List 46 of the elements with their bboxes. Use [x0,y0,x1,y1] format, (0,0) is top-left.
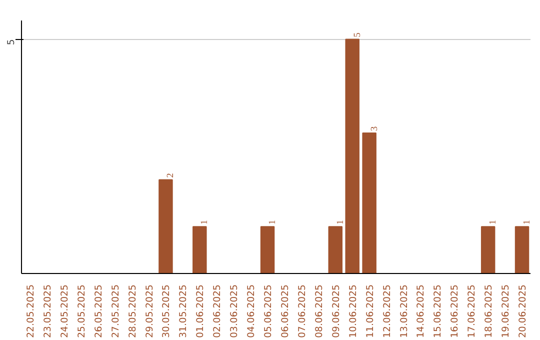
x-tick-label: 23.05.2025 [42,284,54,338]
x-tick-label: 03.06.2025 [229,284,240,338]
x-tick-label: 12.06.2025 [382,284,393,338]
bar [328,226,342,274]
x-tick-label: 20.06.2025 [518,284,529,338]
data-label: 3 [370,126,380,131]
data-label: 1 [336,220,346,225]
data-label: 1 [268,220,278,225]
x-tick-label: 25.05.2025 [76,284,88,338]
x-tick-label: 17.06.2025 [466,284,478,338]
x-tick-label: 01.06.2025 [195,284,206,338]
bar [158,179,173,274]
x-tick-label: 29.05.2025 [144,284,156,338]
x-tick-label: 14.06.2025 [416,284,427,338]
bar [514,226,530,274]
x-tick-label: 13.06.2025 [398,284,410,338]
x-tick-label: 30.05.2025 [161,284,172,338]
bar [192,226,207,274]
x-tick-label: 05.06.2025 [263,284,274,338]
x-tick-label: 22.05.2025 [25,284,36,338]
x-tick-label: 27.05.2025 [110,284,122,338]
data-label: 5 [352,32,363,38]
x-tick-label: 10.06.2025 [348,284,359,338]
data-label: 1 [200,220,210,225]
bar [345,38,360,274]
x-tick-label: 09.06.2025 [330,284,342,338]
data-label: 2 [166,172,176,178]
data-label: 1 [488,220,499,225]
x-tick-label: 18.06.2025 [484,284,495,338]
x-tick-label: 19.06.2025 [500,284,512,338]
data-label: 1 [522,220,533,225]
x-tick-label: 16.06.2025 [450,284,461,338]
x-tick-label: 24.05.2025 [59,284,70,338]
bar [480,226,496,274]
x-tick-label: 31.05.2025 [178,284,190,338]
x-tick-label: 11.06.2025 [364,284,376,338]
x-tick-label: 26.05.2025 [93,284,104,338]
x-tick-label: 04.06.2025 [246,284,258,338]
x-tick-label: 06.06.2025 [280,284,291,338]
x-tick-label: 15.06.2025 [432,284,444,338]
bar [362,132,376,274]
x-tick-label: 28.05.2025 [127,284,138,338]
bar [260,226,275,274]
x-tick-label: 08.06.2025 [314,284,325,338]
x-tick-label: 07.06.2025 [296,284,308,338]
x-tick-label: 02.06.2025 [212,284,224,338]
